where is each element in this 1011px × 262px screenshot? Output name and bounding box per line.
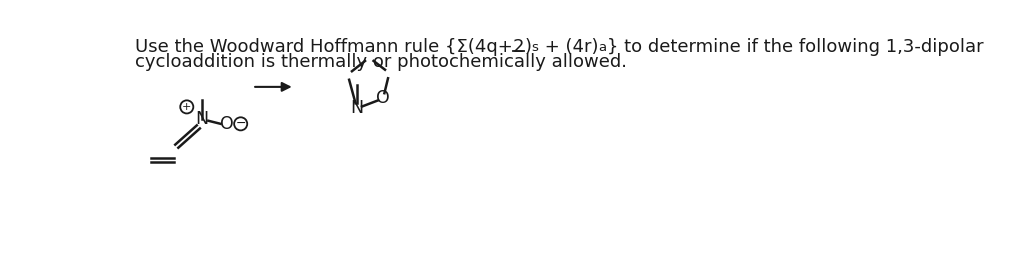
Text: cycloaddition is thermally or photochemically allowed.: cycloaddition is thermally or photochemi… [135,53,627,71]
Text: a: a [598,41,607,54]
Text: Use the Woodward Hoffmann rule {Σ(4q+: Use the Woodward Hoffmann rule {Σ(4q+ [135,38,513,56]
Text: O: O [219,115,234,133]
Text: + (4r): + (4r) [539,38,598,56]
Text: O: O [376,89,389,107]
Text: +: + [182,102,191,112]
Text: 2: 2 [513,38,524,56]
Text: −: − [236,117,246,130]
Text: s: s [531,41,538,54]
Text: N: N [350,100,363,117]
Text: ): ) [524,38,531,56]
Text: N: N [195,110,208,128]
Text: } to determine if the following 1,3-dipolar: } to determine if the following 1,3-dipo… [607,38,983,56]
